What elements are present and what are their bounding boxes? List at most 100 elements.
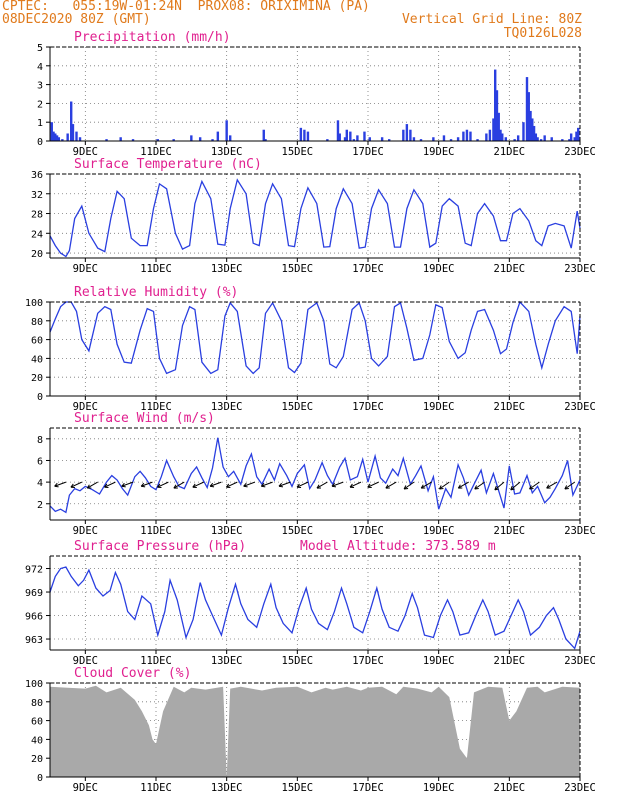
- precip-bar: [356, 135, 359, 141]
- precip-bar: [525, 77, 529, 141]
- precip-bar: [119, 137, 122, 141]
- rh-title: Relative Humidity (%): [74, 285, 238, 300]
- wind-xtick-label: 21DEC: [494, 525, 526, 537]
- pres-xtick-label: 23DEC: [564, 655, 596, 667]
- precip-bar: [363, 131, 366, 141]
- precip-bar: [432, 137, 435, 141]
- temp-xtick-label: 17DEC: [352, 263, 384, 275]
- precip-bar: [190, 135, 193, 141]
- cloud-ytick-label: 20: [31, 754, 43, 765]
- precip-bar: [352, 139, 356, 141]
- precip-bar: [575, 131, 578, 141]
- precip-bar: [532, 125, 536, 141]
- precip-bar: [449, 139, 453, 141]
- wind-arrowhead: [260, 482, 265, 487]
- rh-ytick-label: 80: [31, 317, 43, 328]
- rh-ytick-label: 0: [37, 392, 43, 403]
- precip-bar: [442, 135, 446, 141]
- wind-arrowhead: [173, 484, 177, 489]
- pres-xtick-label: 13DEC: [211, 655, 243, 667]
- precip-ytick-label: 4: [37, 62, 43, 73]
- wind-arrow: [278, 481, 291, 487]
- precip-bar: [495, 90, 499, 141]
- wind-xtick-label: 9DEC: [73, 525, 98, 537]
- wind-arrow: [209, 481, 222, 487]
- wind-title: Surface Wind (m/s): [74, 411, 215, 426]
- temp-ytick-label: 36: [31, 170, 43, 181]
- rh-xtick-label: 9DEC: [73, 401, 98, 413]
- rh-ytick-label: 100: [25, 298, 43, 309]
- wind-arrowhead: [494, 488, 499, 491]
- precip-ytick-label: 1: [37, 118, 43, 129]
- wind-arrowhead: [331, 485, 337, 488]
- pres-xtick-label: 11DEC: [140, 655, 172, 667]
- wind-line: [49, 437, 581, 514]
- precip-bar: [465, 129, 469, 141]
- precip-bar: [522, 122, 525, 141]
- precip-bar: [229, 135, 232, 141]
- precip-bar: [405, 124, 409, 141]
- precip-bar: [345, 129, 348, 141]
- cloud-ytick-label: 100: [25, 679, 43, 690]
- precip-bar: [172, 139, 175, 141]
- precip-bar: [402, 129, 405, 141]
- precip-bar: [504, 137, 507, 141]
- precip-bar: [577, 127, 580, 141]
- precip-xtick-label: 11DEC: [140, 146, 172, 158]
- wind-arrow: [157, 481, 169, 488]
- precip-bar: [55, 135, 59, 141]
- wind-xtick-label: 19DEC: [423, 525, 455, 537]
- precip-xtick-label: 23DEC: [564, 146, 596, 158]
- cloud-xtick-label: 9DEC: [73, 782, 98, 794]
- wind-arrowhead: [70, 483, 74, 488]
- header-station: CPTEC: 055:19W-01:24N PROX08: ORIXIMINA …: [2, 0, 370, 14]
- precip-bar: [388, 139, 391, 141]
- wind-arrowhead: [296, 483, 300, 488]
- cloud-ytick-label: 80: [31, 698, 43, 709]
- wind-arrow: [439, 481, 450, 490]
- precip-bar: [52, 131, 55, 141]
- temp-xtick-label: 19DEC: [423, 263, 455, 275]
- rh-line: [49, 300, 581, 375]
- precip-bar: [380, 137, 384, 141]
- wind-xtick-label: 13DEC: [211, 525, 243, 537]
- precip-bar: [568, 139, 571, 141]
- temp-ytick-label: 20: [31, 249, 43, 260]
- precip-bar: [338, 133, 341, 141]
- precip-bar: [494, 69, 497, 141]
- wind-ytick-label: 6: [37, 456, 43, 467]
- wind-arrow: [226, 481, 238, 488]
- precip-bar: [326, 139, 329, 141]
- precip-bar: [492, 118, 495, 141]
- precip-bar: [527, 92, 530, 141]
- cloud-xtick-label: 13DEC: [211, 782, 243, 794]
- precip-bar: [476, 139, 479, 141]
- pres-ytick-label: 969: [25, 588, 43, 599]
- wind-xtick-label: 15DEC: [282, 525, 314, 537]
- wind-arrowhead: [140, 482, 145, 487]
- precip-ytick-label: 2: [37, 99, 43, 110]
- temp-xtick-label: 9DEC: [73, 263, 98, 275]
- rh-xtick-label: 17DEC: [352, 401, 384, 413]
- precip-bar: [536, 137, 539, 141]
- wind-arrowhead: [438, 485, 442, 490]
- cloud-ytick-label: 0: [37, 773, 43, 784]
- wind-arrowhead: [278, 482, 283, 487]
- wind-arrowhead: [243, 482, 247, 487]
- precip-bar: [262, 129, 265, 141]
- temp-xtick-label: 11DEC: [140, 263, 172, 275]
- temp-line: [49, 178, 581, 258]
- cloud-area: [50, 685, 580, 777]
- precip-bar: [516, 135, 520, 141]
- precip-bar: [336, 120, 340, 141]
- wind-arrow: [54, 481, 67, 487]
- cloud-xtick-label: 17DEC: [352, 782, 384, 794]
- precip-bar: [71, 124, 75, 141]
- precip-bar: [497, 112, 500, 141]
- wind-arrowhead: [403, 485, 407, 490]
- precip-bar: [61, 139, 64, 141]
- precip-bar: [531, 118, 534, 141]
- precip-bar: [469, 131, 472, 141]
- wind-arrowhead: [141, 485, 146, 488]
- wind-arrow: [121, 481, 134, 487]
